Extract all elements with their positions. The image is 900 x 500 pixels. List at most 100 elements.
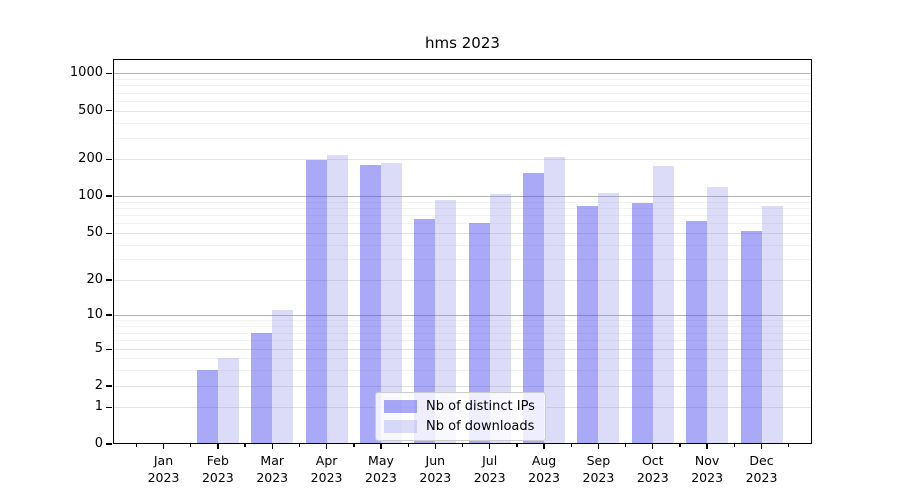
y-tick [106, 443, 112, 445]
gridline-major [113, 386, 812, 388]
x-tick [488, 444, 491, 449]
x-tick [597, 444, 600, 449]
x-minor-tick [135, 444, 138, 447]
bar-distinct-ips-10 [686, 220, 708, 444]
x-tick [217, 444, 219, 449]
gridline-minor [113, 326, 812, 328]
bar-downloads-1 [217, 358, 239, 444]
y-tick-label: 100 [78, 187, 103, 203]
y-tick-label: 0 [94, 436, 103, 451]
bar-distinct-ips-9 [631, 202, 653, 444]
x-tick-label: Dec 2023 [745, 453, 778, 485]
y-tick-label: 20 [86, 271, 103, 287]
bar-distinct-ips-2 [251, 332, 273, 444]
y-tick-label: 2 [94, 378, 103, 394]
x-minor-tick [298, 444, 301, 447]
bar-distinct-ips-4 [359, 164, 381, 444]
bar-downloads-6 [489, 194, 511, 444]
y-tick [106, 72, 112, 74]
x-tick-label: Sep 2023 [582, 453, 615, 485]
gridline-minor [113, 223, 812, 225]
y-tick-label: 1 [94, 399, 103, 415]
gridline-minor [113, 358, 812, 360]
y-tick [106, 195, 112, 197]
bar-downloads-8 [598, 193, 620, 444]
gridline-minor [113, 369, 812, 371]
legend-entry-distinct-ips: Nb of distinct IPs [384, 399, 535, 414]
bar-distinct-ips-7 [523, 172, 545, 444]
x-minor-tick [788, 444, 790, 447]
bar-downloads-5 [435, 200, 457, 444]
gridline-minor [113, 79, 812, 80]
x-tick [652, 444, 654, 449]
x-tick-label: Nov 2023 [691, 453, 724, 485]
x-tick [380, 444, 382, 449]
bar-downloads-11 [761, 206, 783, 444]
legend-label-downloads: Nb of downloads [426, 419, 535, 434]
y-tick-label: 50 [86, 225, 103, 241]
y-tick [106, 314, 112, 316]
bar-distinct-ips-6 [468, 223, 490, 444]
x-tick [325, 444, 328, 449]
x-minor-tick [244, 444, 246, 447]
x-tick-label: Jun 2023 [419, 453, 452, 485]
y-tick [106, 279, 112, 281]
gridline-minor [113, 207, 812, 209]
gridline-major [113, 349, 812, 351]
x-minor-tick [353, 444, 355, 447]
bar-downloads-3 [326, 155, 348, 444]
x-minor-tick [570, 444, 573, 447]
x-tick [162, 444, 165, 449]
x-minor-tick [407, 444, 409, 447]
x-tick-label: Jan 2023 [147, 453, 180, 485]
legend: Nb of distinct IPs Nb of downloads [375, 392, 546, 441]
bar-distinct-ips-11 [740, 231, 762, 444]
legend-label-distinct-ips: Nb of distinct IPs [426, 399, 535, 414]
gridline-minor [113, 320, 812, 322]
gridline-major [113, 110, 812, 112]
legend-swatch-downloads [384, 420, 417, 433]
x-tick [706, 444, 708, 449]
x-minor-tick [679, 444, 681, 447]
gridline-major [113, 73, 812, 75]
gridline-major [113, 314, 812, 316]
gridline-minor [113, 244, 812, 246]
gridline-minor [113, 122, 812, 124]
x-tick-label: Aug 2023 [528, 453, 560, 485]
gridline-major [113, 233, 812, 235]
x-tick [760, 444, 763, 449]
gridline-minor [113, 92, 812, 94]
y-tick [106, 232, 112, 234]
gridline-minor [113, 215, 812, 217]
y-tick [106, 348, 112, 350]
gridline-minor [113, 137, 812, 139]
bar-distinct-ips-8 [577, 206, 599, 444]
x-tick-label: Oct 2023 [636, 453, 669, 485]
gridline-minor [113, 85, 812, 87]
plot-area [113, 59, 812, 444]
y-tick-label: 5 [94, 341, 103, 357]
y-tick-label: 500 [78, 102, 103, 118]
x-tick-label: Jul 2023 [473, 453, 506, 485]
x-minor-tick [190, 444, 192, 447]
legend-swatch-distinct-ips [384, 400, 417, 413]
bar-downloads-4 [380, 162, 402, 444]
y-tick [106, 158, 112, 160]
gridline-minor [113, 332, 812, 334]
gridline-minor [113, 259, 812, 261]
gridline-minor [113, 100, 812, 102]
x-tick-label: May 2023 [365, 453, 397, 485]
x-minor-tick [733, 444, 736, 447]
bar-downloads-9 [652, 166, 674, 444]
y-tick-label: 200 [78, 151, 103, 167]
gridline-minor [113, 201, 812, 203]
x-tick [543, 444, 545, 449]
x-tick-label: Apr 2023 [310, 453, 343, 485]
bar-distinct-ips-5 [414, 219, 436, 444]
x-minor-tick [624, 444, 627, 447]
gridline-minor [113, 340, 812, 342]
y-tick [106, 385, 112, 387]
chart-title: hms 2023 [425, 34, 500, 52]
gridline-major [113, 195, 812, 197]
